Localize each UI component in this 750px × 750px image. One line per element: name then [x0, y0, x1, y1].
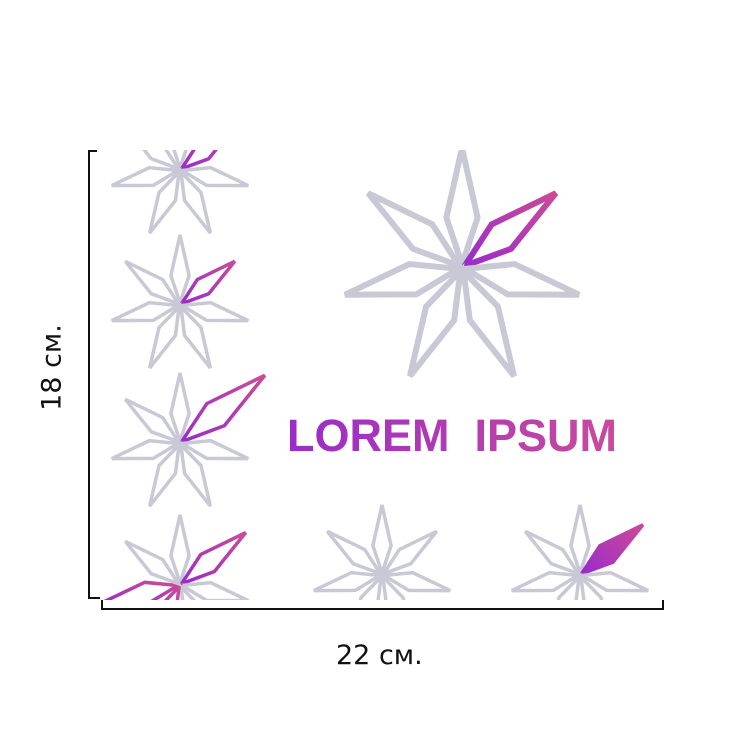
- star-point: [111, 438, 184, 461]
- star-point: [380, 571, 406, 600]
- star-point: [371, 504, 393, 579]
- star-point: [576, 570, 649, 593]
- star-point: [577, 523, 645, 578]
- star-icon: [111, 234, 249, 370]
- star-point: [147, 439, 182, 508]
- star-point: [177, 531, 248, 588]
- star-point: [407, 262, 465, 378]
- dimension-brackets: [88, 150, 664, 610]
- star-point: [177, 150, 218, 173]
- star-pattern: [103, 150, 649, 600]
- star-point: [443, 150, 481, 274]
- star-icon: [511, 504, 649, 600]
- star-point: [169, 372, 191, 447]
- star-point: [313, 570, 386, 593]
- star-point: [176, 165, 249, 188]
- star-point: [142, 150, 183, 173]
- width-label: 22 см.: [336, 640, 423, 671]
- star-point: [177, 373, 267, 446]
- logo-text: LOREM IPSUM: [287, 410, 617, 461]
- star-point: [178, 166, 213, 235]
- height-bracket: [88, 150, 100, 599]
- star-point: [176, 580, 249, 600]
- star-point: [163, 581, 182, 600]
- star-point: [556, 571, 582, 600]
- star-point: [325, 529, 385, 578]
- star-icon: [343, 150, 581, 378]
- height-label: 18 см.: [36, 324, 68, 411]
- star-point: [147, 166, 182, 235]
- star-icon: [103, 514, 249, 600]
- star-point: [578, 571, 604, 600]
- star-point: [511, 570, 584, 593]
- star-point: [569, 504, 591, 579]
- star-point: [169, 234, 191, 309]
- star-point: [378, 570, 451, 593]
- star-point: [172, 150, 188, 174]
- star-point: [123, 259, 183, 308]
- star-point: [456, 260, 581, 298]
- star-point: [379, 529, 439, 578]
- star-icon: [111, 150, 249, 235]
- star-point: [457, 190, 559, 272]
- star-point: [178, 581, 197, 600]
- star-point: [358, 571, 384, 600]
- star-point: [523, 529, 583, 578]
- star-point: [178, 439, 213, 508]
- star-icon: [313, 504, 451, 600]
- star-point: [169, 514, 191, 589]
- star-point: [123, 397, 183, 446]
- star-point: [343, 260, 468, 298]
- star-point: [365, 190, 467, 272]
- star-point: [111, 165, 184, 188]
- star-point: [123, 539, 183, 588]
- star-icon: [111, 372, 267, 508]
- star-point: [178, 301, 213, 370]
- width-bracket: [101, 600, 664, 610]
- star-point: [176, 438, 249, 461]
- star-point: [147, 301, 182, 370]
- star-point: [177, 259, 237, 308]
- star-point: [111, 300, 184, 323]
- star-point: [103, 580, 184, 600]
- star-point: [459, 262, 517, 378]
- star-point: [176, 300, 249, 323]
